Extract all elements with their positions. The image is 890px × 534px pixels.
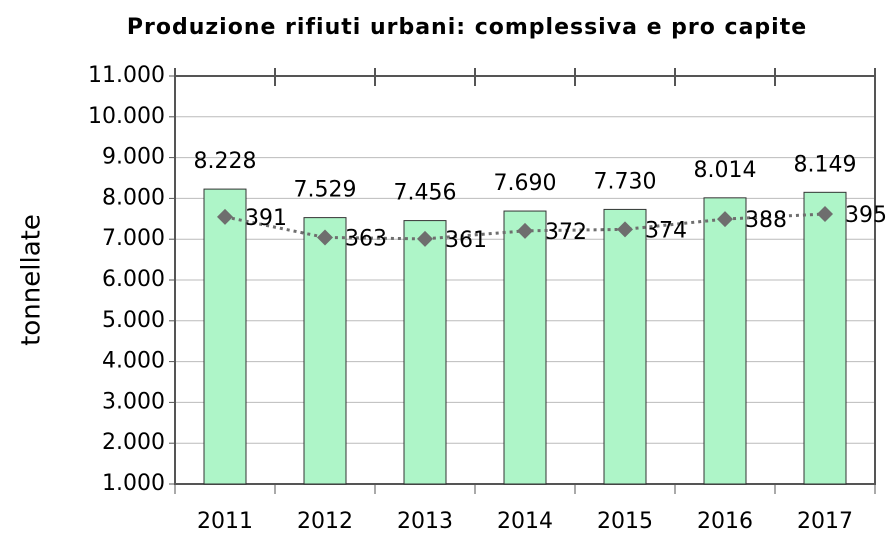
y-tick-label: 1.000 [102,471,165,496]
bar-value-label: 8.228 [194,149,257,174]
y-tick-label: 8.000 [102,185,165,210]
per-capita-label: 372 [545,220,587,245]
per-capita-label: 391 [245,206,287,231]
y-tick-label: 6.000 [102,267,165,292]
x-tick-label: 2013 [397,509,453,534]
chart-title: Produzione rifiuti urbani: complessiva e… [127,15,807,40]
bar [803,191,847,485]
y-tick-label: 11.000 [88,63,165,88]
x-tick-label: 2015 [597,509,653,534]
y-axis-label: tonnellate [17,214,47,346]
y-tick-label: 5.000 [102,308,165,333]
y-tick-label: 9.000 [102,145,165,170]
x-tick-label: 2017 [797,509,853,534]
per-capita-marker [817,205,833,222]
bar [703,197,747,485]
bar [603,208,647,485]
per-capita-label: 361 [445,228,487,253]
y-tick-label: 2.000 [102,430,165,455]
x-tick-label: 2011 [197,509,253,534]
per-capita-label: 388 [745,208,787,233]
per-capita-label: 363 [345,226,387,251]
y-tick-label: 4.000 [102,349,165,374]
y-tick-label: 3.000 [102,389,165,414]
x-tick-label: 2012 [297,509,353,534]
y-tick-label: 10.000 [88,104,165,129]
per-capita-label: 395 [845,203,887,228]
bar-value-label: 7.730 [594,169,657,194]
bar-value-label: 7.690 [494,171,557,196]
per-capita-marker [517,222,533,239]
y-tick-label: 7.000 [102,226,165,251]
bar-value-label: 8.149 [794,152,857,177]
bar-value-label: 7.456 [394,181,457,206]
per-capita-marker [617,221,633,238]
per-capita-marker [317,229,333,246]
per-capita-label: 374 [645,218,687,243]
x-tick-label: 2016 [697,509,753,534]
per-capita-marker [417,230,433,247]
bar-value-label: 7.529 [294,178,357,203]
x-tick-label: 2014 [497,509,553,534]
per-capita-marker [217,208,233,225]
per-capita-marker [717,211,733,228]
bar [303,217,347,485]
bar [203,188,247,485]
bar [403,220,447,485]
bar [503,210,547,485]
bar-value-label: 8.014 [694,158,757,183]
